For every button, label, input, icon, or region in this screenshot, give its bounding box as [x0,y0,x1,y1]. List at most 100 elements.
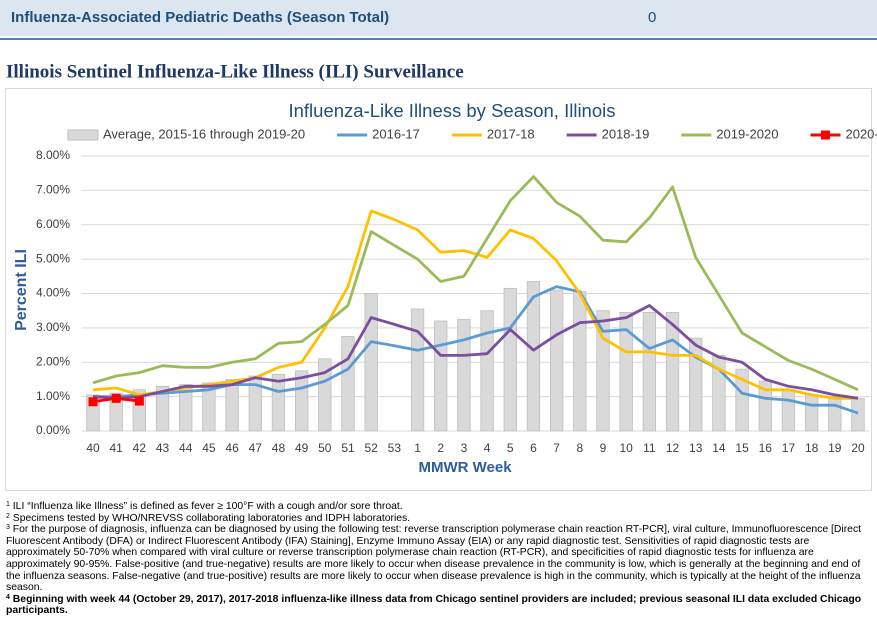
x-tick-label: 14 [712,441,726,455]
y-tick-label: 5.00% [36,251,70,265]
point-marker [88,397,98,407]
x-tick-label: 3 [461,441,468,455]
x-axis-label: MMWR Week [418,459,512,476]
header-label: Influenza-Associated Pediatric Deaths (S… [11,9,389,26]
bar [457,318,471,432]
legend-label: 2018-19 [602,126,650,141]
header-band [0,0,877,36]
legend-swatch [67,129,99,141]
bar [248,375,262,432]
bar [480,310,494,432]
x-tick-label: 1 [414,441,421,455]
x-tick-label: 42 [133,441,147,455]
bar [271,373,286,432]
x-tick-label: 7 [553,441,560,455]
x-tick-label: 6 [530,441,537,455]
bar [781,389,796,432]
x-tick-label: 44 [179,441,193,455]
series-line [92,175,859,392]
x-tick-label: 8 [576,441,583,455]
x-tick-label: 5 [507,441,514,455]
bar [318,358,332,432]
x-tick-label: 12 [666,441,680,455]
chart-title: Influenza-Like Illness by Season, Illino… [288,100,615,121]
y-tick-label: 2.00% [36,354,70,368]
x-tick-label: 20 [851,441,865,455]
footnote: 4 Beginning with week 44 (October 29, 20… [6,594,866,617]
x-tick-label: 10 [620,441,634,455]
x-tick-label: 51 [341,441,355,455]
legend-label: 2020-2021 [845,126,877,141]
legend-label: 2016-17 [372,126,420,141]
x-tick-label: 48 [272,441,286,455]
x-tick-label: 15 [735,441,749,455]
x-tick-label: 40 [86,441,100,455]
x-tick-label: 9 [600,441,607,455]
y-tick-label: 1.00% [36,389,70,403]
y-tick-label: 4.00% [36,286,70,300]
x-tick-label: 50 [318,441,332,455]
footnote: 2 Specimens tested by WHO/NREVSS collabo… [6,513,866,525]
bar [689,337,703,432]
bar [758,380,772,432]
bar [410,308,425,432]
series-line [93,285,859,415]
bar [155,385,170,432]
point-marker [134,396,144,406]
series-line [92,304,859,400]
series-line [92,209,858,400]
x-tick-label: 47 [249,441,263,455]
bar [364,293,378,432]
bar [503,287,517,432]
y-tick-label: 8.00% [36,148,70,162]
footnote-text: For the purpose of diagnosis, influenza … [6,524,862,594]
footnote: 1 ILI “Influenza like Illness” is define… [6,501,866,513]
y-tick-label: 0.00% [36,423,70,437]
bar [804,394,819,432]
bar [526,281,541,432]
y-tick-label: 7.00% [36,183,70,197]
legend-marker [820,130,830,140]
bar [619,312,633,432]
bar [851,397,865,432]
y-tick-label: 6.00% [36,217,70,231]
bar [828,396,842,432]
x-tick-label: 4 [484,441,491,455]
footnote: 3 For the purpose of diagnosis, influenz… [6,524,866,594]
x-tick-label: 52 [365,441,379,455]
bar [179,384,193,432]
footnote-text: Specimens tested by WHO/NREVSS collabora… [12,512,411,524]
x-tick-label: 11 [643,441,656,455]
legend-label: 2017-18 [487,126,535,141]
bar [225,379,239,432]
legend-label: Average, 2015-16 through 2019-20 [103,126,305,141]
x-tick-label: 41 [110,441,124,455]
footnote-mark: 1 [6,501,10,508]
footnote-text: ILI “Influenza like Illness” is defined … [12,501,403,512]
x-tick-label: 46 [225,441,239,455]
x-tick-label: 17 [782,441,796,455]
x-tick-label: 43 [156,441,170,455]
footnote-text: Beginning with week 44 (October 29, 2017… [6,593,862,617]
x-tick-label: 45 [202,441,216,455]
bar [735,368,749,432]
x-tick-label: 16 [759,441,773,455]
x-tick-label: 49 [295,441,309,455]
bar [642,312,657,432]
chart-area: Influenza-Associated Pediatric Deaths (S… [0,0,877,491]
x-tick-label: 19 [828,441,842,455]
x-tick-label: 18 [805,441,819,455]
header-value: 0 [648,9,656,26]
legend-label: 2019-2020 [716,126,778,141]
x-tick-label: 53 [388,441,402,455]
bar [573,291,587,432]
point-marker [111,393,121,403]
footnote-mark: 4 [6,593,10,601]
bar [202,382,216,432]
bar [294,370,309,432]
y-axis-label: Percent ILI [13,249,30,331]
footnotes: 1 ILI “Influenza like Illness” is define… [6,501,866,617]
footnote-mark: 2 [6,512,10,520]
bar [434,320,448,432]
section-title: Illinois Sentinel Influenza-Like Illness… [6,61,464,82]
